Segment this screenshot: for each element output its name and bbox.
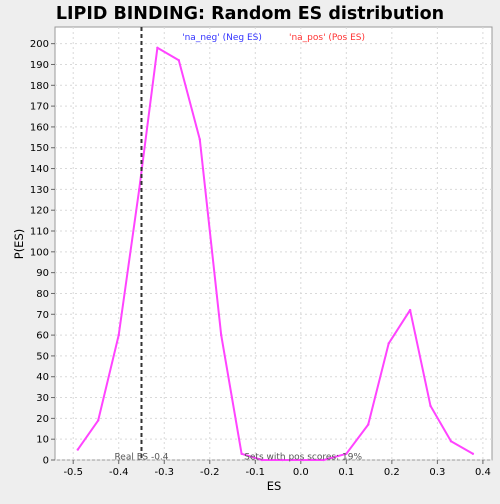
data-point [76, 448, 80, 451]
data-point [387, 342, 390, 345]
data-point [449, 440, 453, 443]
y-tick-label: 170 [30, 102, 49, 113]
data-point [220, 333, 223, 337]
x-tick-label: -0.2 [200, 467, 220, 478]
data-point [198, 138, 201, 141]
y-tick-label: 180 [30, 81, 49, 92]
y-tick-label: 80 [36, 289, 49, 300]
y-tick-label: 160 [30, 122, 49, 133]
y-tick-label: 50 [36, 351, 49, 362]
chart-title: LIPID BINDING: Random ES distribution [56, 4, 444, 24]
real-es-label: Real ES -0.4 [114, 453, 168, 463]
x-tick-label: 0.1 [338, 467, 354, 478]
x-tick-label: -0.5 [63, 467, 83, 478]
data-point [301, 458, 305, 462]
y-tick-label: 0 [43, 456, 49, 467]
axes: 0 10 20 30 40 50 60 70 80 90 100 110 120 130 140 150 160… [30, 39, 491, 478]
x-tick-label: -0.4 [109, 467, 129, 478]
legend-entry-neg: 'na_neg' (Neg ES) [182, 33, 262, 43]
y-tick-label: 190 [30, 60, 49, 71]
data-point [281, 458, 284, 462]
data-point [138, 188, 141, 191]
x-tick-label: 0.2 [384, 467, 400, 478]
data-point [117, 333, 120, 337]
x-tick-label: 0.0 [293, 467, 309, 478]
y-tick-label: 20 [36, 414, 49, 425]
data-point [97, 419, 100, 422]
data-point [260, 458, 264, 462]
x-tick-label: 0.3 [429, 467, 445, 478]
series-line [76, 46, 474, 461]
y-tick-label: 100 [30, 247, 49, 258]
data-point [177, 59, 180, 62]
x-tick-label: -0.3 [154, 467, 174, 478]
y-tick-label: 90 [36, 268, 49, 279]
y-tick-label: 30 [36, 393, 49, 404]
data-point [240, 452, 243, 455]
data-point [429, 404, 432, 408]
y-tick-label: 150 [30, 143, 49, 154]
x-tick-label: -0.1 [246, 467, 266, 478]
data-point [367, 423, 370, 426]
x-axis-label: ES [267, 479, 282, 493]
data-point [156, 46, 159, 49]
y-tick-label: 40 [36, 372, 49, 383]
y-tick-label: 130 [30, 185, 49, 196]
pos-scores-annotation: Sets with pos scores: 19% [244, 453, 362, 463]
annotations: Real ES -0.4 Sets with pos scores: 19% 'na… [114, 27, 365, 463]
y-tick-label: 70 [36, 310, 49, 321]
y-tick-label: 110 [30, 227, 49, 238]
y-tick-label: 60 [36, 331, 49, 342]
grid-lines [55, 27, 492, 461]
y-tick-label: 120 [30, 206, 49, 217]
data-point [345, 452, 348, 455]
y-tick-label: 10 [36, 435, 49, 446]
plot-area [54, 26, 493, 461]
data-point [471, 452, 475, 455]
y-tick-label: 200 [30, 39, 49, 50]
y-axis-label: P(ES) [12, 229, 26, 259]
legend-entry-pos: 'na_pos' (Pos ES) [289, 33, 365, 43]
x-tick-label: 0.4 [475, 467, 491, 478]
series-layer [76, 46, 475, 462]
data-point [322, 458, 325, 462]
y-tick-label: 140 [30, 164, 49, 175]
data-point [408, 308, 412, 312]
